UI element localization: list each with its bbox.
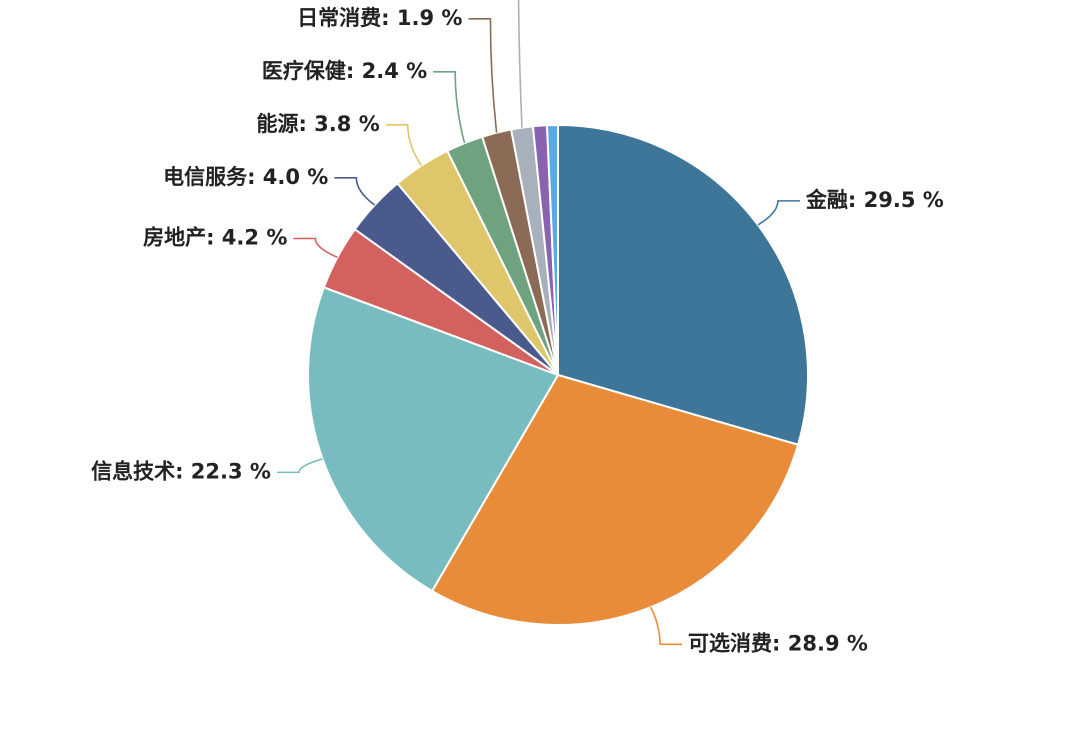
leader-line [517, 0, 523, 128]
pie-slice [307, 286, 560, 593]
leader-line [468, 18, 498, 133]
data-label: 可选消费: 28.9 % [688, 631, 868, 655]
data-label: 日常消费: 1.9 % [297, 6, 462, 30]
leader-line [293, 237, 338, 259]
pie-slice [545, 123, 559, 376]
data-label: 金融: 29.5 % [805, 188, 944, 212]
leader-line [433, 71, 466, 144]
data-label: 能源: 3.8 % [256, 112, 379, 136]
leader-line [276, 458, 323, 474]
pie-slice [557, 123, 809, 446]
leader-line [334, 177, 376, 206]
data-label: 房地产: 4.2 % [143, 225, 287, 249]
data-label: 信息技术: 22.3 % [91, 459, 271, 483]
leader-line [385, 124, 423, 167]
leader-line [757, 200, 800, 226]
leader-line [650, 606, 683, 646]
data-label: 医疗保健: 2.4 % [262, 59, 427, 83]
data-label: 电信服务: 4.0 % [163, 165, 328, 189]
pie-slice [430, 373, 800, 626]
